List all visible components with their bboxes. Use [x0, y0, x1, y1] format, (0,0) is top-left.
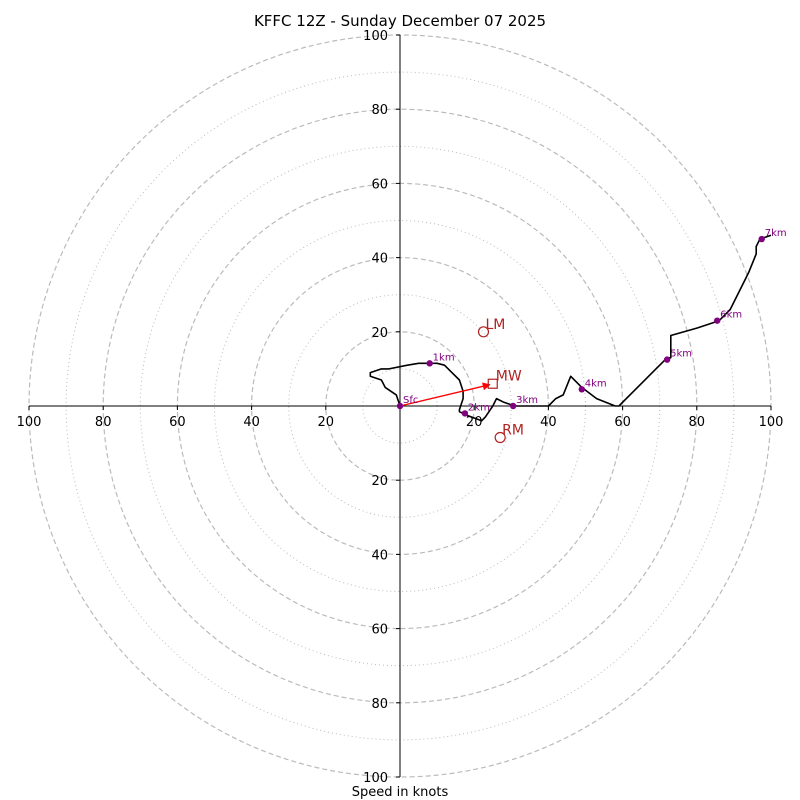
x-tick-label: 20 — [318, 415, 335, 430]
height-points-layer: Sfc 1km 2km 3km 4km 5km 6km 7km — [396, 228, 787, 417]
mean-wind-arrow — [399, 382, 491, 407]
height-point — [461, 410, 469, 417]
y-tick-label: 100 — [363, 771, 388, 786]
x-tick-label: 40 — [540, 415, 557, 430]
x-tick-label: 60 — [169, 415, 186, 430]
height-point — [714, 317, 721, 324]
y-tick-label: 20 — [371, 326, 388, 341]
left-mover-marker — [477, 326, 490, 338]
height-point — [426, 360, 433, 367]
y-tick-label: 60 — [371, 177, 388, 192]
height-point-label: 2km — [468, 402, 490, 413]
x-tick-label: 80 — [689, 415, 706, 430]
mean-wind-marker — [487, 378, 498, 389]
chart-title: KFFC 12Z - Sunday December 07 2025 — [254, 12, 546, 30]
height-point — [509, 402, 517, 410]
x-tick-label: 60 — [614, 415, 631, 430]
x-tick-label: 100 — [17, 415, 42, 430]
hodograph-trace — [369, 234, 772, 422]
storm-motion-layer: MW LM RM — [399, 317, 524, 444]
y-tick-label: 100 — [363, 29, 388, 44]
height-point-label: 3km — [516, 395, 538, 406]
y-tick-label: 40 — [371, 548, 388, 563]
x-tick-label: 100 — [759, 415, 784, 430]
right-mover-label: RM — [502, 423, 524, 439]
height-point-label: 6km — [720, 310, 742, 321]
height-point — [663, 356, 671, 363]
height-point-label: 7km — [765, 228, 787, 239]
y-tick-label: 80 — [371, 103, 388, 118]
height-point — [396, 402, 404, 410]
right-mover-marker — [494, 431, 506, 444]
y-tick-label: 20 — [371, 474, 388, 489]
left-mover-label: LM — [485, 317, 505, 333]
axis-tick-labels: 100 80 60 40 20 20 40 60 80 100204060801002040608… — [17, 29, 784, 786]
height-point-label: Sfc — [403, 395, 418, 406]
x-tick-label: 80 — [95, 415, 112, 430]
y-tick-label: 80 — [371, 697, 388, 712]
y-tick-label: 60 — [371, 623, 388, 638]
hodograph-trace-layer — [369, 234, 772, 422]
x-axis-label: Speed in knots — [352, 785, 449, 800]
x-tick-label: 40 — [243, 415, 260, 430]
height-point-label: 1km — [433, 352, 455, 363]
height-point — [578, 386, 585, 393]
mean-wind-label: MW — [496, 369, 522, 385]
height-point-label: 4km — [585, 378, 607, 389]
height-point — [758, 235, 765, 243]
y-tick-label: 40 — [371, 252, 388, 267]
height-point-label: 5km — [670, 349, 692, 360]
